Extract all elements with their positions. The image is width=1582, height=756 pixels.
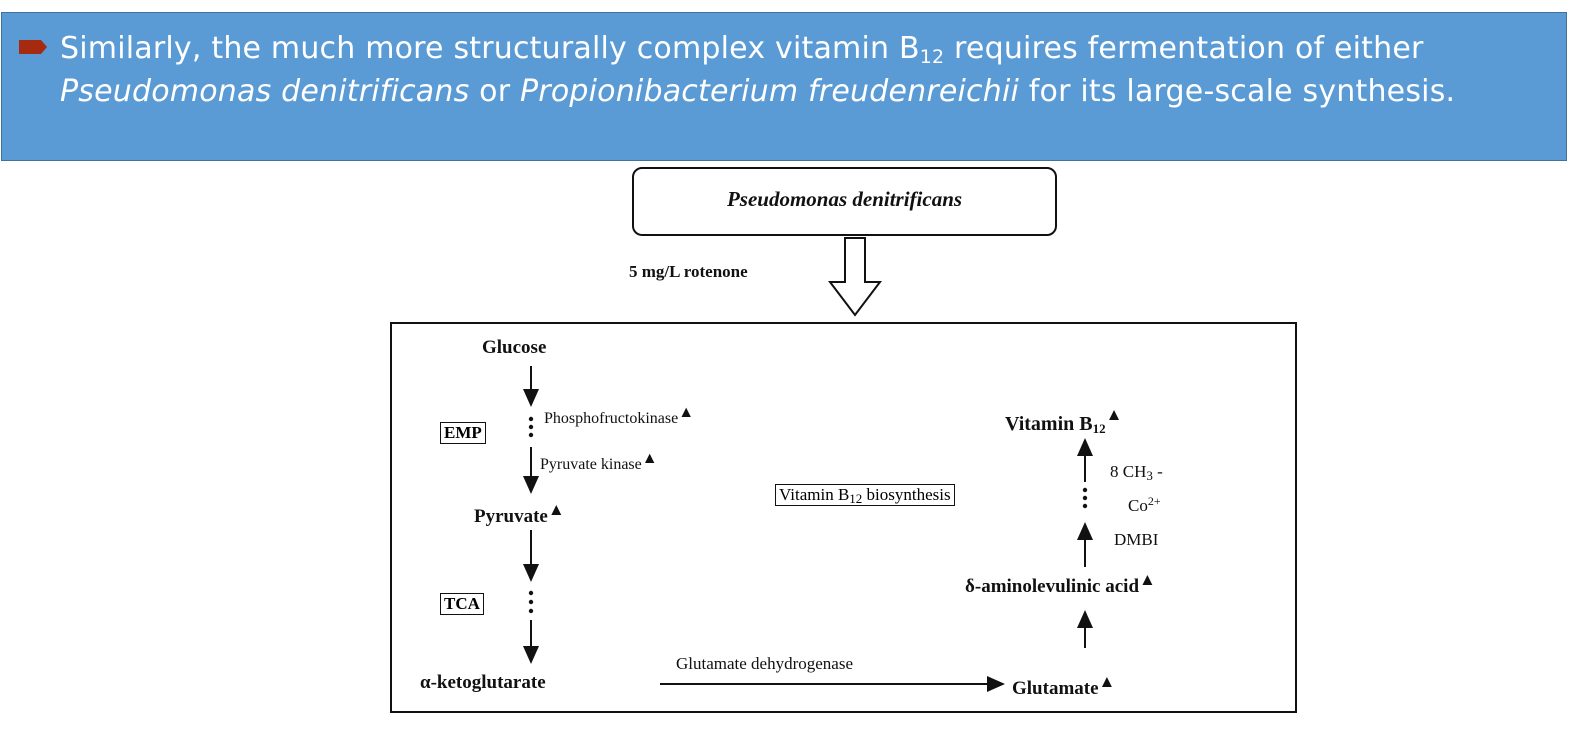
up-triangle-icon: ▲	[641, 450, 658, 467]
glutamate-label: Glutamate▲	[1012, 672, 1116, 699]
arrow-bullet-icon	[19, 40, 47, 54]
up-triangle-icon: ▲	[678, 404, 695, 421]
organism-label: Pseudomonas denitrificans	[726, 187, 963, 211]
hollow-down-arrow-icon	[827, 237, 883, 317]
phosphofructokinase-label: Phosphofructokinase▲	[544, 404, 695, 427]
tca-label: TCA	[440, 593, 484, 615]
vitamin-b12-label: Vitamin B12▲	[1005, 405, 1123, 436]
up-triangle-icon: ▲	[1098, 672, 1116, 691]
pyruvate-kinase-label: Pyruvate kinase▲	[540, 450, 658, 473]
slide-paragraph: Similarly, the much more structurally co…	[60, 31, 1456, 109]
dmbi-label: DMBI	[1114, 530, 1159, 549]
organism-box: Pseudomonas denitrificans	[632, 167, 1057, 236]
cobalt-cofactor-label: Co2+	[1128, 494, 1161, 515]
up-triangle-icon: ▲	[1105, 405, 1123, 424]
slide-text-banner: Similarly, the much more structurally co…	[1, 12, 1567, 161]
up-triangle-icon: ▲	[547, 500, 565, 519]
biosynthesis-box: Vitamin B12 biosynthesis	[775, 484, 955, 506]
methyl-cofactor-label: 8 CH3 -	[1110, 462, 1163, 483]
glucose-label: Glucose	[482, 337, 547, 358]
pyruvate-label: Pyruvate▲	[474, 500, 565, 527]
up-triangle-icon: ▲	[1139, 570, 1156, 589]
emp-label: EMP	[440, 422, 486, 444]
pathway-box	[390, 322, 1297, 713]
treatment-label: 5 mg/L rotenone	[629, 262, 748, 281]
glutamate-dehydrogenase-label: Glutamate dehydrogenase	[676, 654, 854, 673]
aminolevulinic-acid-label: δ-aminolevulinic acid▲	[965, 570, 1156, 597]
alpha-ketoglutarate-label: α-ketoglutarate	[420, 672, 546, 693]
